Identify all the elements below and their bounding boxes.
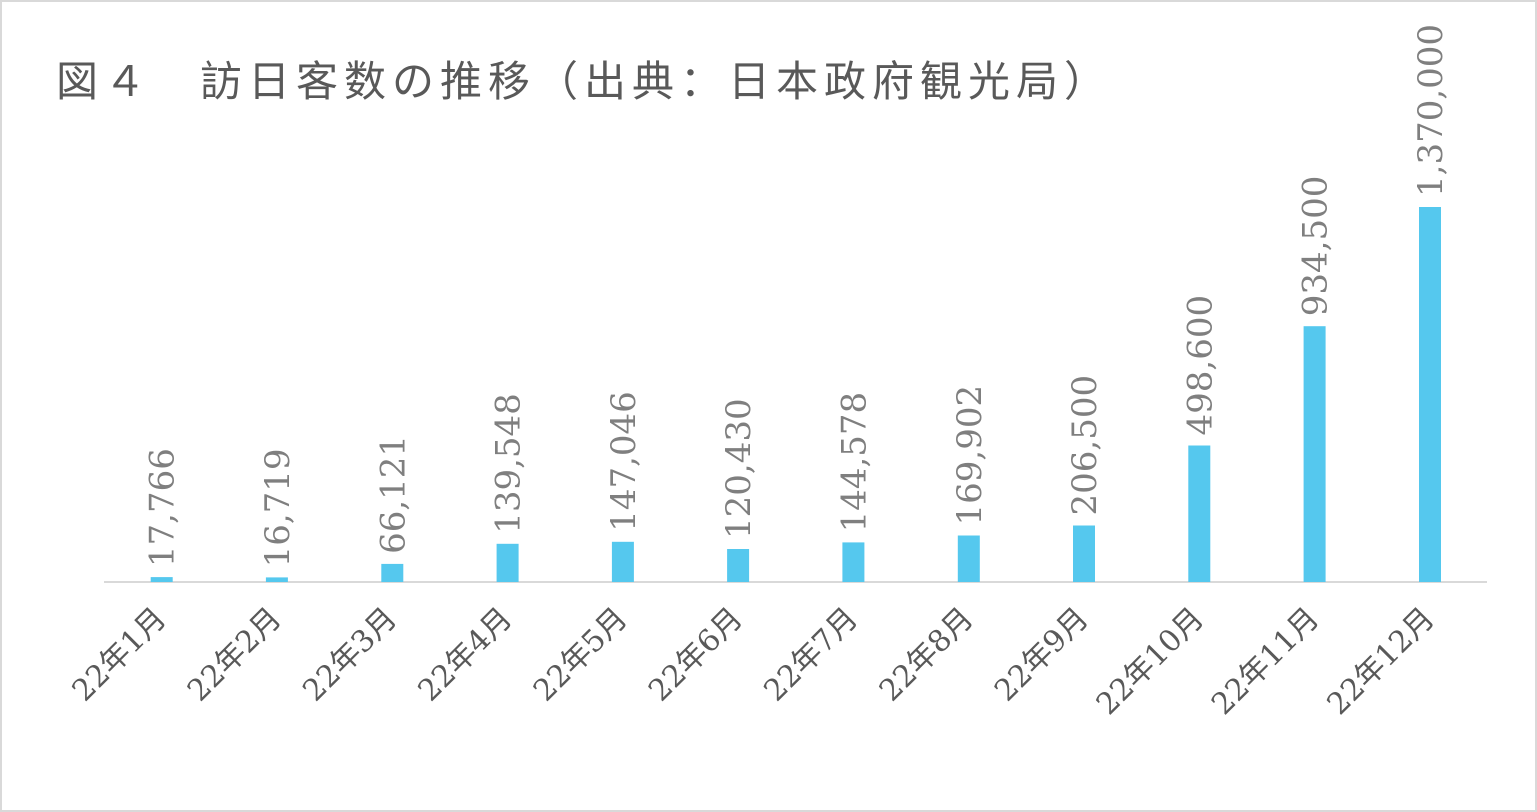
data-label-4: 139,548 <box>489 393 529 534</box>
data-label-2: 16,719 <box>258 448 298 567</box>
data-label-1: 17,766 <box>143 448 183 567</box>
data-label-9: 206,500 <box>1065 375 1105 516</box>
tick-label-11: 22年11月 <box>1205 601 1326 722</box>
tick-label-10: 22年10月 <box>1090 601 1211 722</box>
data-label-6: 120,430 <box>719 398 759 539</box>
data-label-12: 1,370,000 <box>1411 24 1451 197</box>
bar-7 <box>842 542 865 582</box>
data-label-5: 147,046 <box>604 391 644 532</box>
tick-label-6: 22年6月 <box>642 601 750 709</box>
data-label-7: 144,578 <box>834 392 874 533</box>
bar-5 <box>611 541 634 582</box>
tick-label-2: 22年2月 <box>181 601 289 709</box>
tick-label-1: 22年1月 <box>66 601 174 709</box>
tick-label-7: 22年7月 <box>757 601 865 709</box>
bar-4 <box>496 543 519 582</box>
bar-3 <box>381 563 404 582</box>
tick-label-5: 22年5月 <box>527 601 635 709</box>
bar-12 <box>1419 207 1441 582</box>
data-label-10: 498,600 <box>1180 295 1220 436</box>
chart-title: 図４ 訪日客数の推移（出典：日本政府観光局） <box>56 57 1113 106</box>
data-label-11: 934,500 <box>1296 176 1336 317</box>
data-label-8: 169,902 <box>950 385 990 526</box>
data-label-3: 66,121 <box>373 435 413 554</box>
tick-label-9: 22年9月 <box>988 601 1096 709</box>
bar-2 <box>265 577 288 582</box>
bar-8 <box>957 535 980 582</box>
bar-9 <box>1073 525 1095 582</box>
data-labels-group: 17,766 16,719 66,121 139,548 147,046 120,430 1… <box>143 24 1451 567</box>
tick-label-12: 22年12月 <box>1320 601 1441 722</box>
tick-label-3: 22年3月 <box>296 601 404 709</box>
bars-group <box>150 207 1441 582</box>
bar-6 <box>727 549 750 582</box>
tick-labels-group: 22年1月 22年2月 22年3月 22年4月 22年5月 22年6月 22年7月 22年8月… <box>66 601 1442 722</box>
bar-10 <box>1188 445 1211 582</box>
bar-1 <box>150 577 173 582</box>
bar-11 <box>1303 326 1326 582</box>
tick-label-4: 22年4月 <box>412 601 520 709</box>
tick-label-8: 22年8月 <box>873 601 981 709</box>
